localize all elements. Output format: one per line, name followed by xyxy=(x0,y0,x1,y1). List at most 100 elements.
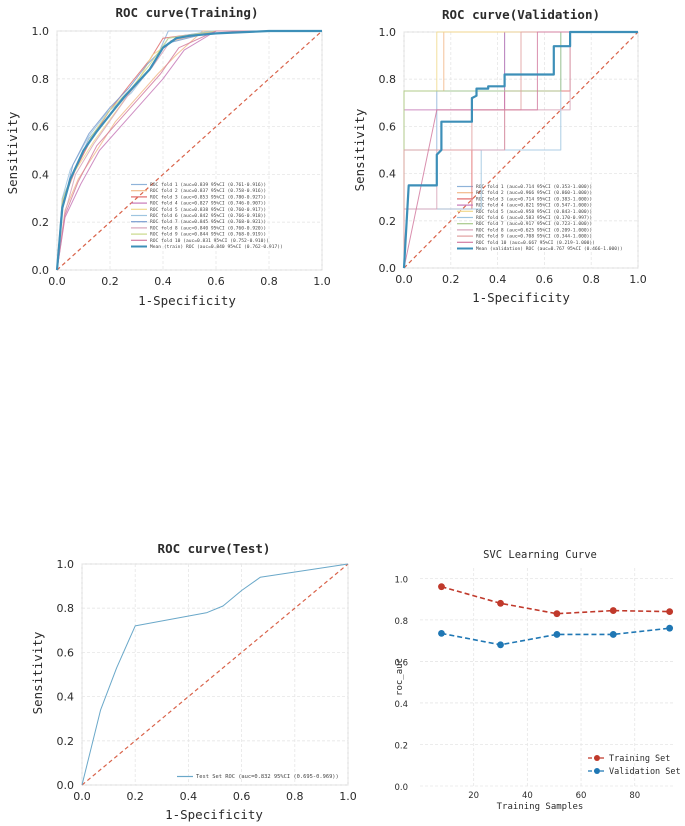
legend-label: ROC fold 3 (auc=0.853 95%CI (0.780-0.927… xyxy=(150,194,266,200)
mean-roc-curve xyxy=(402,30,638,269)
y-tick-label: 0.6 xyxy=(379,120,397,133)
legend-label: ROC fold 9 (auc=0.708 95%CI (0.344-1.000… xyxy=(476,234,592,240)
y-tick-label: 0.0 xyxy=(379,262,397,275)
legend-label: Validation Set xyxy=(609,767,681,777)
legend-label: ROC fold 1 (auc=0.839 95%CI (0.761-0.916… xyxy=(150,182,266,188)
y-tick-label: 0.2 xyxy=(394,741,408,751)
y-tick-label: 0.8 xyxy=(32,73,50,86)
chart-roc-validation: ROC curve(Validation) 1-Specificity Sens… xyxy=(352,7,647,305)
chance-diagonal-line xyxy=(56,30,323,271)
legend-marker xyxy=(594,768,600,774)
y-tick-label: 0.2 xyxy=(32,216,50,229)
x-tick-label: 0.6 xyxy=(207,275,225,288)
legend-label: Mean (train) ROC (auc=0.840 95%CI (0.762… xyxy=(150,244,283,250)
data-point xyxy=(666,624,674,632)
x-tick-label: 0.2 xyxy=(126,790,144,803)
x-tick-label: 0.0 xyxy=(48,275,66,288)
legend-label: ROC fold 8 (auc=0.625 95%CI (0.209-1.000… xyxy=(476,227,592,233)
y-tick-label: 0.0 xyxy=(394,783,408,793)
x-axis-label: 1-Specificity xyxy=(472,290,570,305)
legend-label: ROC fold 4 (auc=0.827 95%CI (0.746-0.907… xyxy=(150,201,266,207)
y-axis-label: Sensitivity xyxy=(5,111,20,194)
x-axis-label: Training Samples xyxy=(497,802,584,812)
legend-label: ROC fold 2 (auc=0.837 95%CI (0.758-0.916… xyxy=(150,188,266,194)
x-tick-label: 0.6 xyxy=(536,273,554,286)
legend-label: ROC fold 6 (auc=0.583 95%CI (0.170-0.997… xyxy=(476,215,592,221)
chart-roc-test: ROC curve(Test) 1-Specificity Sensitivit… xyxy=(30,541,357,822)
legend-label: ROC fold 10 (auc=0.831 95%CI (0.752-0.91… xyxy=(150,238,269,244)
roc-curve xyxy=(56,30,322,271)
chart-learning-curve: SVC Learning Curve Training Samples roc_… xyxy=(394,549,680,812)
chance-diagonal-line xyxy=(81,563,349,786)
x-tick-label: 60 xyxy=(576,791,587,801)
legend-marker xyxy=(594,755,600,761)
plot-area xyxy=(420,568,675,786)
chart-title: ROC curve(Test) xyxy=(158,541,271,556)
y-tick-label: 0.8 xyxy=(57,602,75,615)
legend-label: ROC fold 5 (auc=0.958 95%CI (0.843-1.000… xyxy=(476,209,592,215)
legend-label: ROC fold 3 (auc=0.714 95%CI (0.383-1.000… xyxy=(476,196,592,202)
chart-title: ROC curve(Training) xyxy=(116,5,259,20)
x-tick-label: 0.8 xyxy=(582,273,600,286)
y-tick-label: 0.8 xyxy=(379,73,397,86)
y-tick-label: 0.4 xyxy=(32,168,50,181)
data-point xyxy=(609,631,617,638)
data-point xyxy=(553,631,561,638)
x-tick-label: 0.2 xyxy=(442,273,460,286)
legend-label: ROC fold 9 (auc=0.844 95%CI (0.768-0.919… xyxy=(150,232,266,238)
learning-curve-line xyxy=(441,627,670,646)
y-tick-label: 0.2 xyxy=(57,735,75,748)
x-axis-label: 1-Specificity xyxy=(138,293,236,308)
y-tick-label: 0.6 xyxy=(32,121,50,134)
roc-curve xyxy=(81,563,349,786)
y-axis-label: roc_auc xyxy=(395,658,405,696)
data-point xyxy=(553,610,561,618)
y-tick-label: 0.2 xyxy=(379,215,397,228)
x-tick-label: 0.6 xyxy=(233,790,251,803)
legend-label: ROC fold 1 (auc=0.714 95%CI (0.353-1.000… xyxy=(476,184,592,190)
y-tick-label: 0.4 xyxy=(379,168,397,181)
legend-label: ROC fold 6 (auc=0.842 95%CI (0.766-0.918… xyxy=(150,213,266,219)
y-tick-label: 1.0 xyxy=(379,26,397,39)
x-tick-label: 0.4 xyxy=(180,790,198,803)
legend-label: ROC fold 8 (auc=0.840 95%CI (0.760-0.920… xyxy=(150,225,266,231)
x-tick-label: 0.0 xyxy=(73,790,91,803)
y-tick-label: 0.4 xyxy=(394,700,408,710)
y-tick-label: 0.0 xyxy=(57,779,75,792)
y-axis-label: Sensitivity xyxy=(352,108,367,191)
x-tick-label: 20 xyxy=(468,791,479,801)
legend-label: Training Set xyxy=(609,754,670,764)
y-tick-label: 1.0 xyxy=(57,558,75,571)
y-tick-label: 0.0 xyxy=(32,264,50,277)
data-point xyxy=(609,607,617,614)
x-tick-label: 80 xyxy=(629,791,640,801)
learning-curve-line xyxy=(441,585,670,615)
legend-label: ROC fold 4 (auc=0.821 95%CI (0.547-1.000… xyxy=(476,203,592,209)
chance-diagonal-line xyxy=(403,31,639,269)
data-point xyxy=(438,630,445,637)
y-tick-label: 0.4 xyxy=(57,691,75,704)
x-tick-label: 0.8 xyxy=(260,275,278,288)
data-point xyxy=(497,641,504,649)
x-tick-label: 0.2 xyxy=(101,275,119,288)
y-tick-label: 1.0 xyxy=(394,575,408,585)
legend-label: ROC fold 5 (auc=0.838 95%CI (0.760-0.917… xyxy=(150,207,266,213)
x-tick-label: 1.0 xyxy=(629,273,647,286)
legend-label: Test Set ROC (auc=0.832 95%CI (0.695-0.9… xyxy=(196,774,339,780)
y-tick-label: 0.6 xyxy=(394,658,408,668)
x-axis-label: 1-Specificity xyxy=(165,807,263,822)
legend-label: ROC fold 7 (auc=0.917 95%CI (0.723-1.000… xyxy=(476,221,592,227)
x-tick-label: 0.0 xyxy=(395,273,413,286)
chart-roc-training: ROC curve(Training) 1-Specificity Sensit… xyxy=(5,5,331,308)
roc-curve xyxy=(403,31,638,268)
y-axis-label: Sensitivity xyxy=(30,631,45,714)
x-tick-label: 40 xyxy=(522,791,533,801)
y-tick-label: 1.0 xyxy=(32,25,50,38)
data-point xyxy=(497,599,504,607)
legend-label: Mean (validation) ROC (auc=0.767 95%CI (… xyxy=(476,246,623,252)
x-tick-label: 0.4 xyxy=(154,275,172,288)
y-tick-label: 0.6 xyxy=(57,646,75,659)
legend-label: ROC fold 2 (auc=0.966 95%CI (0.860-1.000… xyxy=(476,190,592,196)
roc-curve xyxy=(56,30,322,271)
